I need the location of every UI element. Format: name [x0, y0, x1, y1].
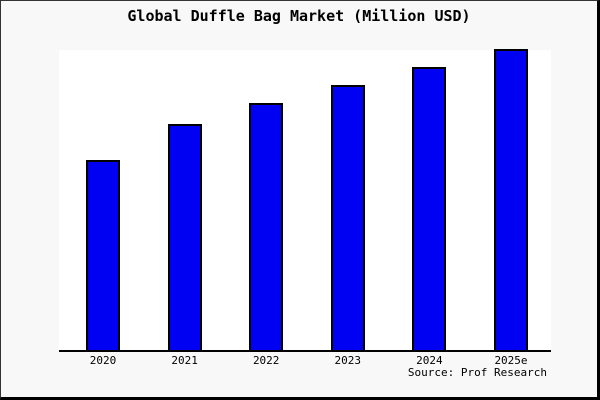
- bar-2022: [249, 103, 284, 350]
- source-label: Source: Prof Research: [407, 366, 547, 379]
- bar-2020: [86, 160, 120, 350]
- chart-title: Global Duffle Bag Market (Million USD): [127, 7, 471, 25]
- x-axis-label-2025e: 2025e: [494, 354, 528, 367]
- x-axis-label-2022: 2022: [252, 354, 280, 367]
- bar-2024: [412, 67, 447, 350]
- x-axis-label-2023: 2023: [334, 354, 362, 367]
- bar-2021: [167, 124, 202, 350]
- x-axis-label-2020: 2020: [89, 354, 117, 367]
- x-axis-label-2024: 2024: [416, 354, 443, 367]
- x-axis-label-2021: 2021: [171, 354, 198, 367]
- bars-layer: [59, 49, 551, 350]
- bar-2023: [330, 85, 365, 350]
- plot-area: [59, 49, 551, 352]
- x-axis-labels: 2020 2021 2022 2023 2024 2025e: [59, 354, 551, 368]
- bar-2025e: [494, 49, 528, 350]
